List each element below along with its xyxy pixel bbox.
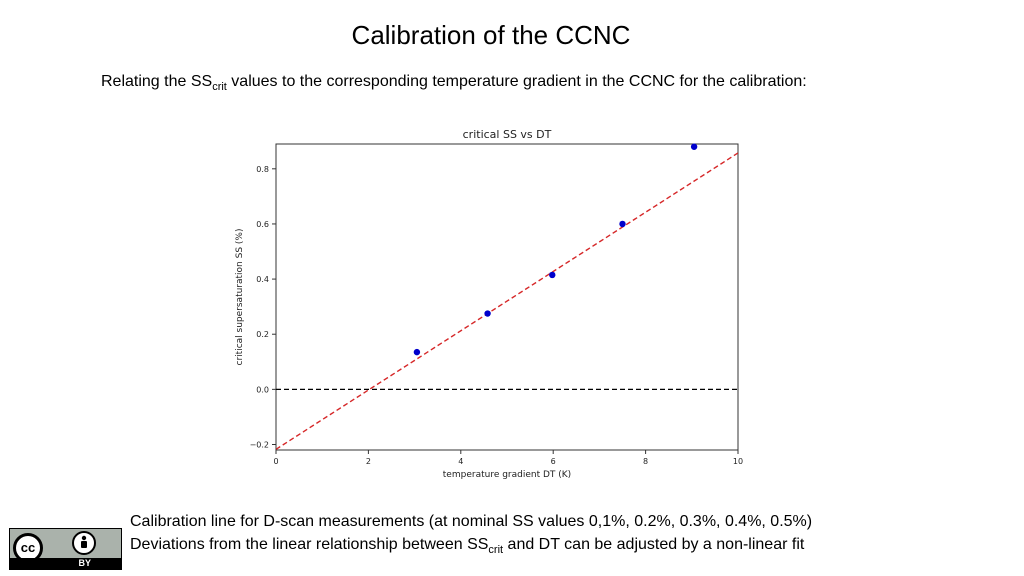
subtitle-text-post: values to the corresponding temperature … — [226, 73, 807, 90]
data-point — [549, 271, 556, 279]
chart-title: critical SS vs DT — [463, 128, 552, 141]
chart-plot-area: 0 2 4 6 8 10 −0.2 0.0 0.2 0.4 0.6 0.8 — [250, 143, 743, 466]
caption-line-2-pre: Deviations from the linear relationship … — [130, 536, 489, 553]
x-tick-label: 10 — [733, 457, 743, 466]
scatter-chart: critical SS vs DT temperature gradient D… — [235, 128, 743, 480]
license-label-bar: BY — [10, 558, 121, 569]
y-tick-label: 0.0 — [256, 385, 269, 394]
y-tick-label: −0.2 — [250, 440, 269, 449]
x-tick-label: 6 — [551, 457, 556, 466]
data-point — [690, 143, 698, 150]
caption-line-2-post: and DT can be adjusted by a non-linear f… — [503, 536, 805, 553]
cc-by-license-badge[interactable]: cc BY — [9, 528, 122, 570]
caption-line-2: Deviations from the linear relationship … — [130, 533, 812, 562]
attribution-person-icon — [72, 531, 96, 555]
data-point — [413, 348, 421, 356]
y-tick-label: 0.2 — [256, 330, 269, 339]
chart-frame — [275, 143, 739, 451]
caption-line-1: Calibration line for D-scan measurements… — [130, 513, 813, 530]
linear-fit-line — [276, 152, 738, 450]
x-tick-label: 2 — [366, 457, 371, 466]
x-tick-label: 0 — [273, 457, 278, 466]
data-point — [619, 220, 626, 228]
slide-subtitle: Relating the SScrit values to the corres… — [101, 73, 807, 93]
person-icon — [81, 535, 87, 548]
license-label: BY — [78, 558, 91, 568]
subtitle-text-pre: Relating the SS — [101, 73, 213, 90]
x-tick-label: 4 — [458, 457, 463, 466]
chart-x-axis-label: temperature gradient DT (K) — [443, 470, 571, 480]
y-tick-label: 0.6 — [256, 220, 269, 229]
y-tick-label: 0.4 — [256, 275, 269, 284]
chart-y-axis-label: critical supersaturation SS (%) — [235, 229, 245, 366]
x-tick-label: 8 — [643, 457, 648, 466]
slide-title: Calibration of the CCNC — [351, 20, 631, 50]
subtitle-subscript: crit — [212, 81, 227, 94]
data-point — [484, 310, 491, 317]
caption: Calibration line for D-scan measurements… — [130, 510, 812, 562]
caption-line-2-subscript: crit — [488, 544, 504, 557]
y-tick-label: 0.8 — [256, 165, 269, 174]
